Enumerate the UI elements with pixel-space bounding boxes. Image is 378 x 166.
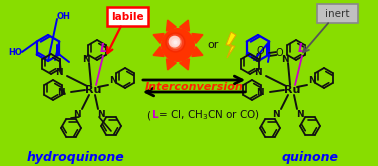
Text: N: N xyxy=(254,68,262,77)
Text: N: N xyxy=(109,76,117,84)
Circle shape xyxy=(174,40,178,44)
Polygon shape xyxy=(153,34,164,43)
Text: Ru: Ru xyxy=(85,85,101,95)
Polygon shape xyxy=(166,20,176,31)
Polygon shape xyxy=(153,47,164,56)
Text: N: N xyxy=(73,110,81,119)
Text: L: L xyxy=(99,42,107,54)
Text: N: N xyxy=(55,68,63,77)
Text: N: N xyxy=(308,76,316,84)
Polygon shape xyxy=(192,34,203,43)
Polygon shape xyxy=(226,32,236,58)
Circle shape xyxy=(165,32,186,53)
Text: or: or xyxy=(207,40,219,50)
Text: = Cl, CH$_3$CN or CO): = Cl, CH$_3$CN or CO) xyxy=(155,108,260,122)
Text: O: O xyxy=(256,46,264,56)
Text: N: N xyxy=(296,110,304,119)
Text: Interconversion: Interconversion xyxy=(145,82,243,92)
Text: inert: inert xyxy=(325,9,349,19)
Text: Ru: Ru xyxy=(284,85,300,95)
Text: hydroquinone: hydroquinone xyxy=(26,151,124,164)
Text: (: ( xyxy=(146,110,150,120)
Circle shape xyxy=(171,38,180,46)
Circle shape xyxy=(161,28,195,62)
Text: N: N xyxy=(57,87,65,96)
FancyBboxPatch shape xyxy=(107,6,147,26)
Polygon shape xyxy=(180,59,189,70)
Polygon shape xyxy=(166,59,176,70)
Circle shape xyxy=(167,34,184,51)
Text: quinone: quinone xyxy=(282,151,339,164)
Text: N: N xyxy=(281,54,289,64)
Text: N: N xyxy=(97,110,105,119)
Text: HO: HO xyxy=(8,47,22,56)
FancyBboxPatch shape xyxy=(316,3,358,23)
Text: N: N xyxy=(256,87,264,96)
Polygon shape xyxy=(192,47,203,56)
Circle shape xyxy=(169,36,182,49)
Circle shape xyxy=(169,36,181,47)
Text: L: L xyxy=(152,110,159,120)
Text: N: N xyxy=(272,110,280,119)
Polygon shape xyxy=(180,20,189,31)
Text: OH: OH xyxy=(57,11,71,20)
Text: L: L xyxy=(298,42,306,54)
Text: O: O xyxy=(276,47,283,57)
Text: labile: labile xyxy=(111,12,143,22)
Text: N: N xyxy=(82,54,90,64)
